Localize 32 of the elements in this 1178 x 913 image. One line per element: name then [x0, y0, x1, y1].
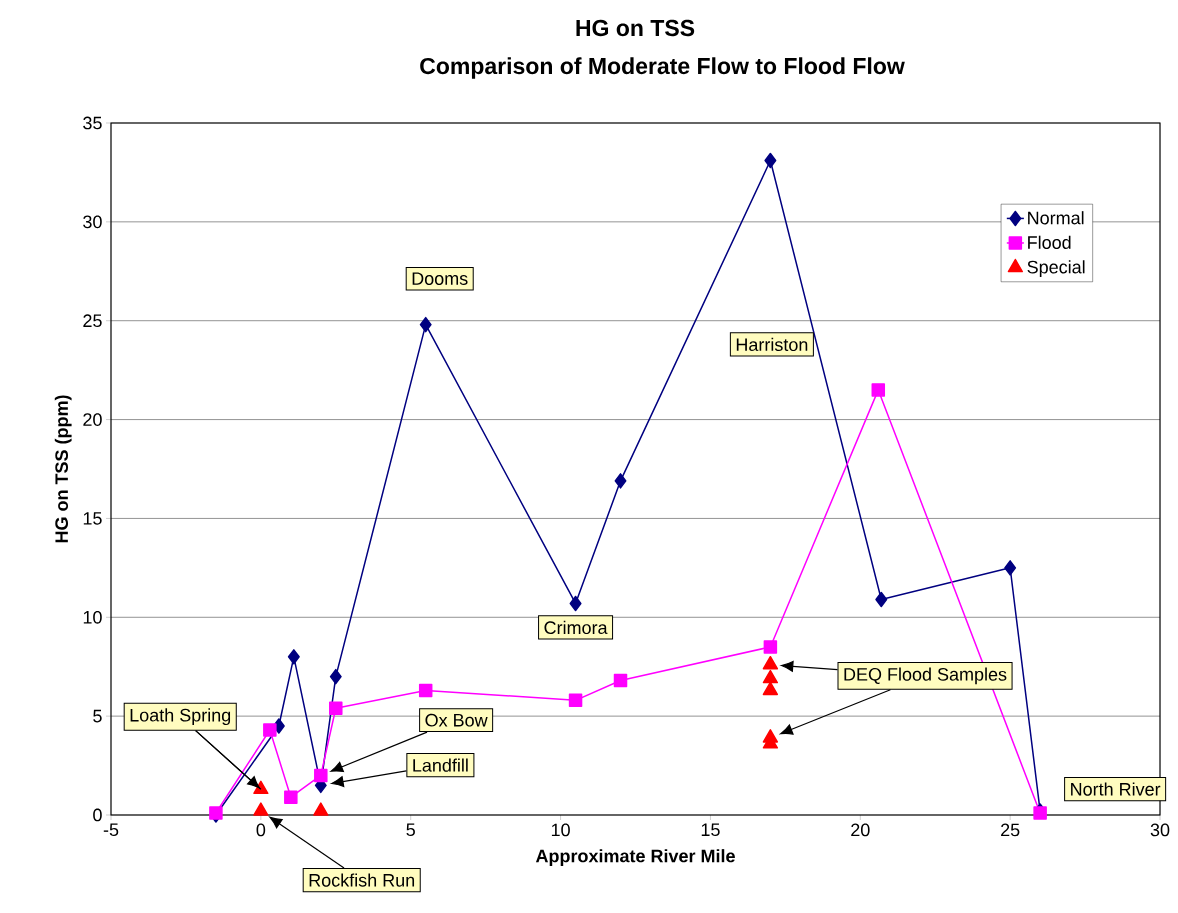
annotation: Ox Bow [425, 713, 488, 727]
y-tick-label: 10 [83, 610, 102, 624]
x-axis-title: Approximate River Mile [535, 849, 735, 866]
annotation: Crimora [544, 620, 608, 635]
y-tick-label: 25 [83, 314, 102, 328]
legend-label: Special [1027, 260, 1085, 278]
x-tick-label: 0 [256, 823, 266, 837]
chart-subtitle: Comparison of Moderate Flow to Flood Flow [420, 57, 905, 79]
x-tick-label: 25 [1001, 823, 1020, 837]
x-tick-label: 10 [551, 823, 570, 837]
annotation: Landfill [413, 758, 468, 772]
y-tick-label: 20 [83, 413, 102, 426]
y-tick-label: 0 [93, 808, 102, 822]
annotation: Dooms [412, 272, 468, 285]
chart-title: HG on TSS [576, 19, 695, 37]
annotation: DEQ Flood Samples [844, 667, 1007, 685]
y-tick-label: 35 [83, 116, 102, 130]
y-tick-label: 15 [83, 512, 102, 525]
annotation: North River [1071, 782, 1161, 796]
x-tick-label: 15 [701, 823, 720, 837]
x-tick-label: 20 [851, 823, 870, 837]
annotation: Loath Spring [130, 708, 231, 726]
text: Rockfish Run [309, 873, 415, 887]
x-tick-label: 30 [1150, 823, 1170, 837]
legend-label: Normal [1028, 211, 1084, 225]
x-tick-label: 5 [406, 823, 415, 837]
x-tick-label: -5 [103, 823, 119, 837]
y-tick-label: 30 [83, 215, 102, 229]
annotation: Harriston [736, 337, 808, 352]
legend-label: Flood [1028, 235, 1071, 249]
y-axis-title: HG on TSS (ppm) [54, 395, 72, 543]
y-tick-label: 5 [93, 709, 102, 723]
